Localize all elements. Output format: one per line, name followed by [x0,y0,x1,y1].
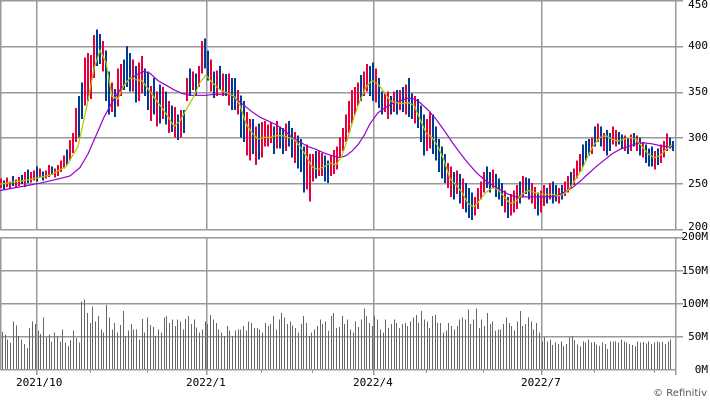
volume-tick-label: 150M [681,264,709,277]
date-tick-label: 2021/10 [16,376,63,389]
date-tick-label: 2022/7 [521,376,561,389]
price-tick-label: 300 [688,131,708,144]
price-tick-label: 250 [688,177,708,190]
date-tick-label: 2022/4 [353,376,393,389]
moving-average-short-line [0,48,673,208]
volume-tick-label: 0M [694,363,708,376]
gridlines [0,0,683,375]
volume-tick-label: 100M [681,297,709,310]
credit-text: © Refinitiv [653,388,707,399]
price-tick-label: 200 [688,220,708,233]
price-tick-label: 350 [688,85,708,98]
price-bars [0,29,674,220]
date-tick-label: 2022/1 [186,376,226,389]
price-tick-label: 450 [688,0,708,11]
volume-tick-label: 50M [688,330,708,343]
volume-bars [1,299,672,369]
price-tick-label: 400 [688,39,708,52]
volume-tick-label: 200M [681,230,709,243]
